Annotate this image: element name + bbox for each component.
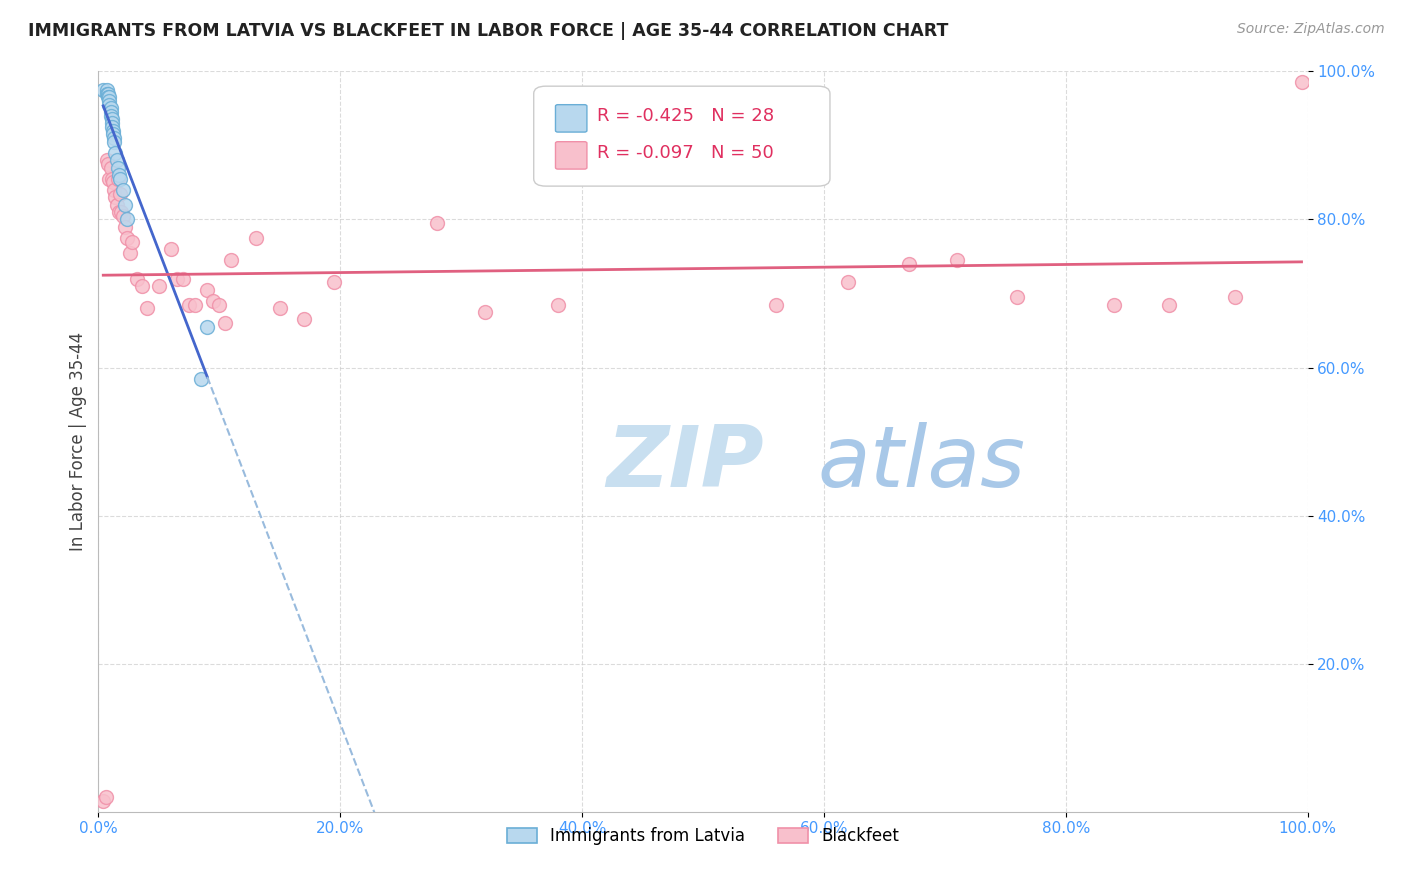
Text: atlas: atlas: [818, 422, 1026, 505]
Point: [107, 171, 129, 186]
Point: [117, 231, 139, 245]
FancyBboxPatch shape: [555, 104, 586, 132]
Point: [94, 789, 117, 804]
Point: [135, 301, 157, 316]
Point: [100, 105, 122, 120]
Point: [91, 83, 114, 97]
Point: [1223, 290, 1246, 304]
Text: R = -0.425   N = 28: R = -0.425 N = 28: [596, 107, 773, 125]
Point: [105, 197, 128, 211]
Point: [269, 301, 291, 316]
FancyBboxPatch shape: [555, 142, 586, 169]
Point: [105, 153, 128, 168]
Point: [103, 183, 125, 197]
Text: R = -0.097   N = 50: R = -0.097 N = 50: [596, 144, 773, 161]
Point: [323, 276, 346, 290]
Point: [837, 276, 859, 290]
Point: [184, 297, 207, 311]
Point: [103, 131, 125, 145]
Point: [100, 120, 122, 134]
Point: [172, 271, 194, 285]
Point: [127, 271, 149, 285]
Point: [100, 116, 122, 130]
Point: [101, 123, 124, 137]
Point: [101, 175, 124, 190]
Point: [98, 97, 121, 112]
Point: [221, 253, 243, 268]
Point: [108, 171, 131, 186]
Point: [166, 271, 188, 285]
Point: [179, 297, 201, 311]
Point: [108, 205, 131, 219]
Y-axis label: In Labor Force | Age 35-44: In Labor Force | Age 35-44: [69, 332, 87, 551]
Point: [195, 319, 218, 334]
Point: [111, 209, 134, 223]
Text: IMMIGRANTS FROM LATVIA VS BLACKFEET IN LABOR FORCE | AGE 35-44 CORRELATION CHART: IMMIGRANTS FROM LATVIA VS BLACKFEET IN L…: [28, 22, 949, 40]
Point: [104, 145, 127, 160]
Point: [111, 183, 134, 197]
FancyBboxPatch shape: [534, 87, 830, 186]
Point: [97, 90, 120, 104]
Point: [101, 128, 124, 142]
Point: [118, 245, 141, 260]
Point: [98, 90, 121, 104]
Point: [98, 171, 121, 186]
Point: [96, 83, 118, 97]
Point: [107, 161, 129, 175]
Point: [100, 171, 122, 186]
Point: [104, 190, 127, 204]
Point: [96, 87, 118, 101]
Point: [190, 371, 212, 385]
Point: [91, 794, 114, 808]
Point: [114, 219, 136, 234]
Point: [292, 312, 315, 326]
Point: [100, 109, 122, 123]
Point: [97, 87, 120, 101]
Point: [114, 197, 136, 211]
Point: [547, 297, 569, 311]
Text: ZIP: ZIP: [606, 422, 763, 505]
Point: [100, 102, 122, 116]
Point: [1102, 297, 1125, 311]
Point: [108, 186, 131, 201]
Point: [100, 112, 122, 127]
Point: [1157, 297, 1180, 311]
Point: [121, 235, 143, 249]
Point: [245, 231, 267, 245]
Point: [100, 161, 122, 175]
Text: Source: ZipAtlas.com: Source: ZipAtlas.com: [1237, 22, 1385, 37]
Point: [946, 253, 969, 268]
Point: [1007, 290, 1029, 304]
Point: [110, 205, 132, 219]
Point: [98, 94, 121, 108]
Point: [97, 157, 120, 171]
Point: [131, 279, 153, 293]
Point: [195, 283, 218, 297]
Point: [897, 257, 920, 271]
Point: [474, 305, 496, 319]
Point: [148, 279, 170, 293]
Point: [96, 153, 118, 168]
Point: [108, 168, 131, 182]
Point: [208, 297, 231, 311]
Point: [202, 293, 225, 308]
Point: [1291, 75, 1313, 89]
Point: [117, 212, 139, 227]
Point: [160, 242, 183, 256]
Point: [765, 297, 787, 311]
Point: [103, 135, 125, 149]
Point: [214, 316, 236, 330]
Legend: Immigrants from Latvia, Blackfeet: Immigrants from Latvia, Blackfeet: [501, 820, 905, 852]
Point: [426, 216, 449, 230]
